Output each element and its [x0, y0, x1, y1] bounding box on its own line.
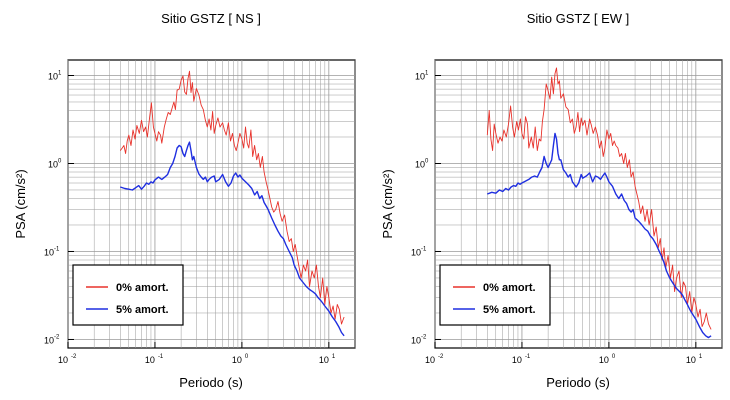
ns-panel: Sitio GSTZ [ NS ] 10 -2 10 -1 10 0 10 110 -210 -1…	[13, 11, 356, 390]
y-tick-label: 10	[415, 71, 425, 81]
ns-x-axis-label: Periodo (s)	[179, 375, 243, 390]
x-tick-exponent: -1	[158, 354, 164, 360]
ew-ticks: 10 -2 10 -1 10 0 10 110 -210 -110 010 1	[411, 70, 703, 365]
y-tick-exponent: 1	[58, 70, 62, 76]
ew-legend-label-5pct: 5% amort.	[483, 304, 536, 316]
ns-y-axis-label: PSA (cm/s²)	[13, 169, 28, 238]
y-tick-exponent: -1	[421, 246, 427, 252]
ns-series-amort-0pct-line	[119, 70, 345, 325]
y-tick-exponent: 1	[425, 70, 429, 76]
ew-series-amort-5pct-line	[487, 132, 712, 339]
y-tick-label: 10	[415, 159, 425, 169]
x-tick-label: 10	[512, 355, 522, 365]
x-tick-exponent: 1	[332, 354, 336, 360]
ns-series-lines	[119, 70, 345, 337]
ns-legend: 0% amort. 5% amort.	[72, 264, 184, 326]
ns-chart-title: Sitio GSTZ [ NS ]	[161, 11, 261, 26]
y-tick-label: 10	[48, 71, 58, 81]
x-tick-exponent: 0	[245, 354, 249, 360]
y-tick-label: 10	[411, 247, 421, 257]
x-tick-label: 10	[319, 355, 329, 365]
ew-y-axis-label: PSA (cm/s²)	[380, 169, 395, 238]
ew-panel: Sitio GSTZ [ EW ] 10 -2 10 -1 10 0 10 110 -210 -1…	[380, 11, 723, 390]
ns-legend-label-0pct: 0% amort.	[116, 282, 169, 294]
y-tick-label: 10	[48, 159, 58, 169]
ns-ticks: 10 -2 10 -1 10 0 10 110 -210 -110 010 1	[44, 70, 336, 365]
x-tick-exponent: -2	[438, 354, 444, 360]
ew-x-axis-label: Periodo (s)	[546, 375, 610, 390]
x-tick-exponent: -1	[525, 354, 531, 360]
ew-legend-label-0pct: 0% amort.	[483, 282, 536, 294]
x-tick-exponent: -2	[71, 354, 77, 360]
ns-legend-label-5pct: 5% amort.	[116, 304, 169, 316]
y-tick-label: 10	[44, 335, 54, 345]
ew-legend-box	[439, 264, 551, 326]
ew-series-lines	[486, 67, 712, 339]
ew-legend: 0% amort. 5% amort.	[439, 264, 551, 326]
y-tick-exponent: 0	[425, 158, 429, 164]
ns-series-amort-5pct-line	[120, 141, 345, 337]
x-tick-label: 10	[599, 355, 609, 365]
x-tick-exponent: 0	[612, 354, 616, 360]
x-tick-exponent: 1	[699, 354, 703, 360]
y-tick-exponent: -2	[54, 334, 60, 340]
y-tick-label: 10	[44, 247, 54, 257]
x-tick-label: 10	[686, 355, 696, 365]
x-tick-label: 10	[58, 355, 68, 365]
x-tick-label: 10	[145, 355, 155, 365]
y-tick-exponent: -2	[421, 334, 427, 340]
ew-chart-title: Sitio GSTZ [ EW ]	[527, 11, 630, 26]
y-tick-label: 10	[411, 335, 421, 345]
x-tick-label: 10	[425, 355, 435, 365]
y-tick-exponent: 0	[58, 158, 62, 164]
x-tick-label: 10	[232, 355, 242, 365]
y-tick-exponent: -1	[54, 246, 60, 252]
ns-legend-box	[72, 264, 184, 326]
